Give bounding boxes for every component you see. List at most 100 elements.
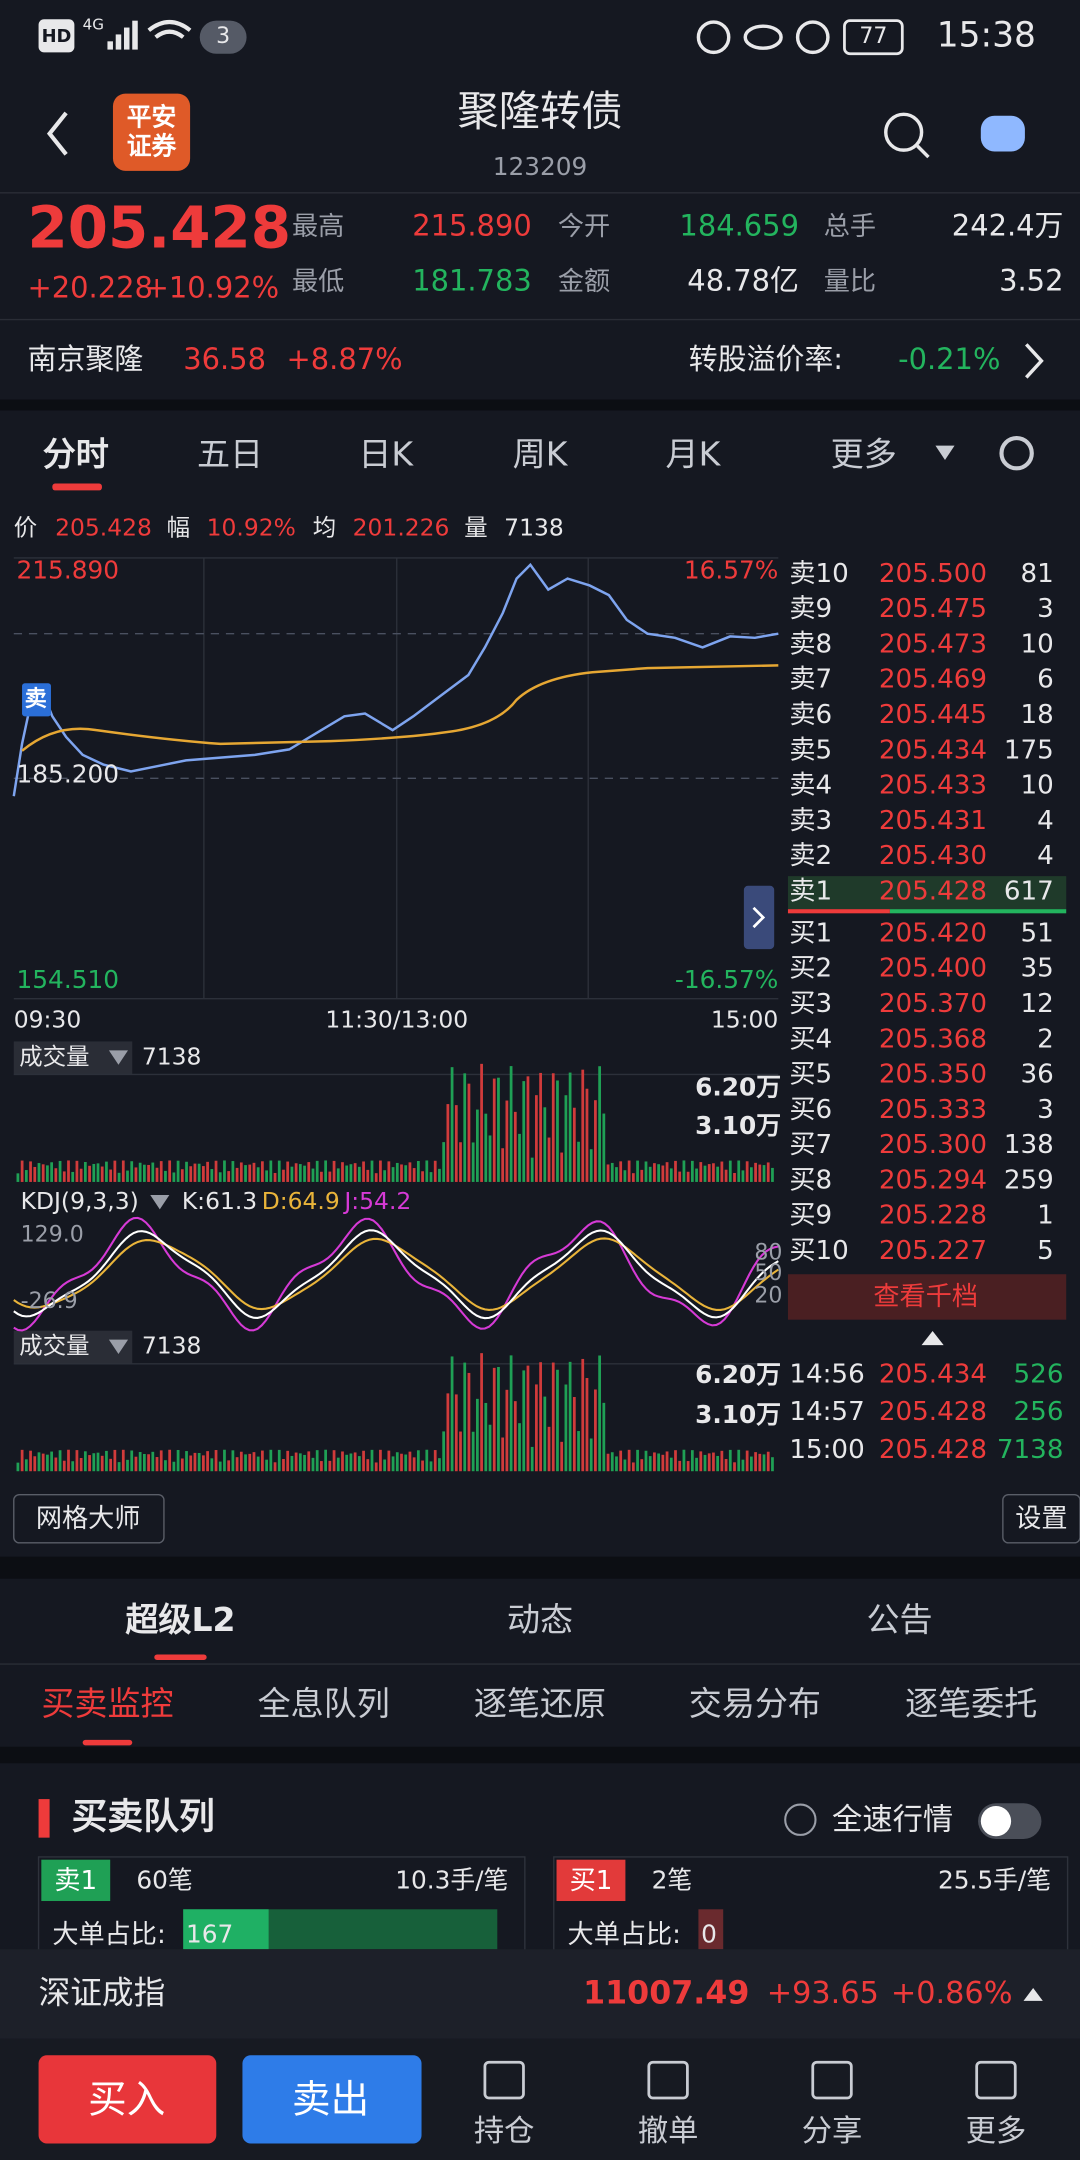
volume-bar-decor — [155, 1457, 159, 1472]
volume-bar-decor — [686, 1171, 690, 1182]
volume-bar-decor — [362, 1450, 365, 1472]
volume-bar-decor — [471, 1431, 475, 1472]
premium-label: 转股溢价率: — [689, 342, 843, 376]
kdj-axis-label: -26.9 — [21, 1289, 78, 1314]
stat-label: 量比 — [824, 267, 876, 297]
chart-tab[interactable]: 更多 — [831, 434, 897, 473]
volume-bar-decor — [631, 1462, 635, 1472]
sub-tab[interactable]: 逐笔还原 — [474, 1684, 606, 1723]
volume-bar-decor — [294, 1452, 298, 1472]
buy-label[interactable]: 买入 — [88, 2078, 165, 2123]
more-levels-label[interactable]: 查看千档 — [873, 1282, 978, 1312]
volume-bar-decor — [657, 1164, 661, 1182]
book-level: 买10 — [789, 1236, 848, 1266]
sub-tab[interactable]: 全息队列 — [258, 1684, 390, 1723]
volume-bar-decor — [543, 1396, 547, 1472]
book-price: 205.333 — [879, 1095, 987, 1125]
book-level: 卖6 — [789, 700, 832, 730]
sub-tab[interactable]: 买卖监控 — [41, 1684, 173, 1723]
volume-bar-decor — [577, 1141, 580, 1182]
sim-badge — [199, 20, 247, 54]
sell-label[interactable]: 卖出 — [292, 2078, 369, 2123]
volume-bar-decor — [551, 1073, 555, 1182]
volume-bar-decor — [547, 1426, 551, 1472]
volume-bar-decor — [497, 1366, 500, 1472]
nav-label[interactable]: 更多 — [966, 2114, 1027, 2149]
search-button[interactable] — [884, 112, 924, 152]
nav-label[interactable]: 撤单 — [638, 2114, 699, 2149]
book-volume: 10 — [1021, 771, 1054, 801]
section-tab[interactable]: 超级L2 — [125, 1600, 235, 1639]
volume-bar-decor — [328, 1460, 332, 1472]
divider — [0, 1746, 1080, 1764]
trade-volume: 256 — [1014, 1397, 1064, 1427]
trade-marker — [22, 683, 51, 717]
volume-bar-decor — [669, 1457, 673, 1472]
grid-button-label[interactable]: 网格大师 — [36, 1504, 141, 1534]
stat-label: 总手 — [824, 212, 876, 242]
volume-bar-decor — [24, 1170, 28, 1182]
volume-bar-decor — [370, 1160, 374, 1182]
sub-tab[interactable]: 交易分布 — [689, 1684, 821, 1723]
volume-bar-decor — [509, 1355, 513, 1472]
volume-bar-decor — [210, 1169, 214, 1182]
volume-bar-decor — [277, 1160, 281, 1182]
volume-bar-decor — [539, 1072, 542, 1182]
tab-underline — [154, 1654, 207, 1660]
ratio-bar — [698, 1909, 724, 1950]
section-tab[interactable]: 公告 — [866, 1600, 932, 1639]
volume-bar-decor — [518, 1423, 521, 1472]
volume-bar-decor — [661, 1165, 665, 1182]
volume-bar-decor — [130, 1450, 134, 1472]
nav-label[interactable]: 分享 — [802, 2114, 863, 2149]
volume-bar-decor — [450, 1067, 454, 1182]
volume-bar-decor — [79, 1457, 83, 1472]
volume-bar-decor — [96, 1163, 100, 1182]
chart-tab[interactable]: 分时 — [43, 434, 109, 473]
settings-button[interactable] — [999, 435, 1034, 471]
volume-bar-decor — [522, 1081, 526, 1182]
volume-bar-decor — [29, 1161, 32, 1182]
volume-bar-decor — [484, 1402, 488, 1472]
volume-bar-decor — [244, 1454, 247, 1472]
volume-bar-decor — [395, 1162, 399, 1182]
volume-bar-decor — [307, 1162, 311, 1182]
nav-label[interactable]: 持仓 — [474, 2114, 535, 2149]
status-icon — [696, 20, 731, 55]
settings-button — [1002, 1493, 1080, 1544]
volume-bar-decor — [357, 1166, 361, 1182]
logo-text: 平安 — [127, 102, 177, 131]
volume-bar-decor — [619, 1450, 623, 1472]
chart-tab[interactable]: 五日 — [197, 434, 263, 473]
chart-tab[interactable]: 月K — [666, 434, 722, 473]
volume-bar-decor — [556, 1080, 559, 1182]
volume-bar-decor — [320, 1461, 323, 1472]
sub-tab[interactable]: 逐笔委托 — [905, 1684, 1037, 1723]
settings-button-label[interactable]: 设置 — [1015, 1504, 1067, 1534]
toggle-knob — [980, 1805, 1012, 1837]
volume-bar-decor — [239, 1162, 243, 1182]
book-price: 205.370 — [879, 989, 987, 1019]
volume-bar-decor — [467, 1083, 471, 1182]
volume-bar-decor — [349, 1453, 353, 1472]
volume-bar-decor — [134, 1456, 138, 1472]
volume-bar-decor — [134, 1167, 138, 1182]
chart-tab[interactable]: 日K — [358, 434, 414, 473]
section-tab[interactable]: 动态 — [507, 1600, 573, 1639]
volume-bar-decor — [526, 1076, 530, 1182]
volume-bar-decor — [113, 1160, 117, 1182]
volume-bar-decor — [336, 1168, 340, 1182]
volume-bar-decor — [164, 1170, 167, 1182]
volume-bar-decor — [286, 1161, 290, 1182]
volume-bar-decor — [463, 1073, 467, 1182]
stat-value: 184.659 — [679, 208, 799, 242]
volume-bar-decor — [121, 1160, 125, 1182]
volume-bar-decor — [168, 1449, 172, 1472]
volume-bar-decor — [606, 1164, 610, 1182]
volume-bar-decor — [547, 1137, 551, 1182]
chart-tab[interactable]: 周K — [513, 434, 569, 473]
volume-bar-decor — [463, 1362, 467, 1472]
volume-bar-decor — [594, 1389, 597, 1472]
panel-value: 7138 — [142, 1042, 202, 1070]
volume-bar-decor — [535, 1095, 538, 1182]
